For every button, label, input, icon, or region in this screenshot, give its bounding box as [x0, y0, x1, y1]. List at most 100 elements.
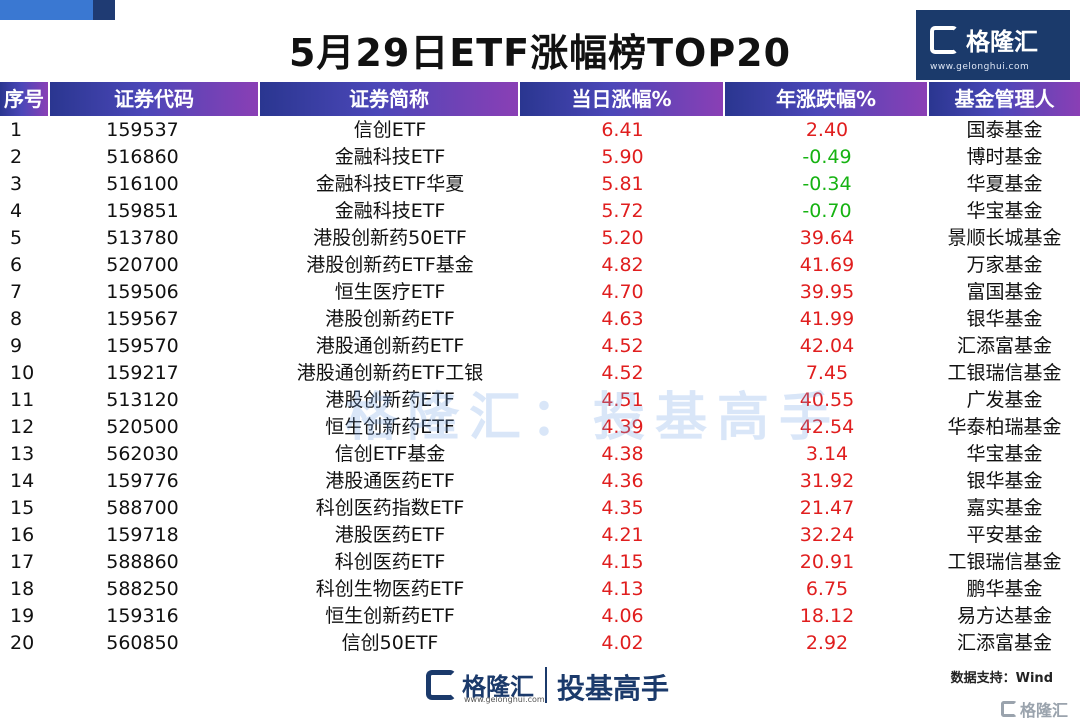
- cell-year-change: 40.55: [799, 389, 855, 411]
- cell-rank: 20: [10, 632, 35, 654]
- cell-manager: 博时基金: [966, 146, 1043, 168]
- cell-name: 港股创新药ETF: [325, 389, 455, 411]
- cell-year-change: 20.91: [799, 551, 855, 573]
- footer-logo-url: www.gelonghui.com: [464, 695, 545, 704]
- cell-day-change: 4.52: [601, 362, 644, 384]
- header-rank: 序号: [0, 82, 50, 116]
- cell-code: 159718: [106, 524, 179, 546]
- cell-rank: 11: [10, 389, 35, 411]
- table-row: 6 520700 港股创新药ETF基金 4.82 41.69 万家基金: [0, 252, 1080, 279]
- table-row: 7 159506 恒生医疗ETF 4.70 39.95 富国基金: [0, 279, 1080, 306]
- table-row: 19 159316 恒生创新药ETF 4.06 18.12 易方达基金: [0, 603, 1080, 630]
- cell-code: 159851: [106, 200, 179, 222]
- data-source: 数据支持：Wind: [950, 671, 1053, 686]
- cell-year-change: 3.14: [805, 443, 849, 465]
- cell-day-change: 4.15: [601, 551, 644, 573]
- cell-manager: 华宝基金: [966, 443, 1043, 465]
- table-row: 20 560850 信创50ETF 4.02 2.92 汇添富基金: [0, 630, 1080, 657]
- cell-year-change: 41.69: [799, 254, 855, 276]
- cell-name: 港股通医药ETF: [325, 470, 455, 492]
- cell-year-change: -0.49: [802, 146, 852, 168]
- cell-name: 港股通创新药ETF: [315, 335, 465, 357]
- cell-rank: 12: [10, 416, 35, 438]
- cell-name: 港股创新药ETF基金: [306, 254, 474, 276]
- cell-manager: 银华基金: [966, 308, 1043, 330]
- cell-year-change: 6.75: [805, 578, 849, 600]
- cell-name: 恒生医疗ETF: [334, 281, 446, 303]
- table-row: 14 159776 港股通医药ETF 4.36 31.92 银华基金: [0, 468, 1080, 495]
- table-row: 5 513780 港股创新药50ETF 5.20 39.64 景顺长城基金: [0, 225, 1080, 252]
- cell-day-change: 4.38: [601, 443, 644, 465]
- cell-name: 恒生创新药ETF: [325, 416, 455, 438]
- cell-name: 信创50ETF: [341, 632, 439, 654]
- cell-manager: 平安基金: [966, 524, 1043, 546]
- cell-rank: 8: [10, 308, 23, 330]
- footer-logo-name: 格隆汇: [462, 673, 534, 701]
- table-row: 15 588700 科创医药指数ETF 4.35 21.47 嘉实基金: [0, 495, 1080, 522]
- cell-year-change: 41.99: [799, 308, 855, 330]
- cell-day-change: 4.06: [601, 605, 644, 627]
- cell-rank: 4: [10, 200, 23, 222]
- table-row: 10 159217 港股通创新药ETF工银 4.52 7.45 工银瑞信基金: [0, 360, 1080, 387]
- brand-url: www.gelonghui.com: [930, 62, 1030, 72]
- cell-code: 159537: [106, 119, 179, 141]
- cell-rank: 3: [10, 173, 23, 195]
- cell-manager: 嘉实基金: [966, 497, 1043, 519]
- cell-year-change: 21.47: [799, 497, 855, 519]
- cell-rank: 7: [10, 281, 23, 303]
- table-row: 13 562030 信创ETF基金 4.38 3.14 华宝基金: [0, 441, 1080, 468]
- cell-code: 513780: [106, 227, 179, 249]
- table-row: 3 516100 金融科技ETF华夏 5.81 -0.34 华夏基金: [0, 171, 1080, 198]
- cell-manager: 富国基金: [966, 281, 1043, 303]
- cell-day-change: 4.52: [601, 335, 644, 357]
- cell-code: 520700: [106, 254, 179, 276]
- cell-day-change: 4.63: [601, 308, 644, 330]
- cell-name: 金融科技ETF: [334, 146, 446, 168]
- cell-manager: 银华基金: [966, 470, 1043, 492]
- cell-name: 港股医药ETF: [334, 524, 446, 546]
- table-row: 8 159567 港股创新药ETF 4.63 41.99 银华基金: [0, 306, 1080, 333]
- header-year-change: 年涨跌幅%: [725, 82, 929, 116]
- cell-code: 516860: [106, 146, 179, 168]
- cell-day-change: 4.21: [601, 524, 644, 546]
- cell-day-change: 6.41: [601, 119, 644, 141]
- cell-manager: 鹏华基金: [966, 578, 1043, 600]
- cell-year-change: 7.45: [805, 362, 849, 384]
- cell-code: 159506: [106, 281, 179, 303]
- cell-manager: 广发基金: [966, 389, 1043, 411]
- cell-code: 159776: [106, 470, 179, 492]
- header-name: 证券简称: [260, 82, 520, 116]
- table-row: 17 588860 科创医药ETF 4.15 20.91 工银瑞信基金: [0, 549, 1080, 576]
- cell-day-change: 5.81: [601, 173, 644, 195]
- cell-year-change: 39.95: [799, 281, 855, 303]
- cell-rank: 5: [10, 227, 23, 249]
- cell-name: 金融科技ETF华夏: [315, 173, 465, 195]
- cell-rank: 15: [10, 497, 35, 519]
- cell-name: 信创ETF基金: [334, 443, 446, 465]
- cell-manager: 工银瑞信基金: [947, 551, 1062, 573]
- cell-name: 港股创新药ETF: [325, 308, 455, 330]
- cell-day-change: 5.72: [601, 200, 644, 222]
- cell-year-change: 42.04: [799, 335, 855, 357]
- cell-day-change: 4.35: [601, 497, 644, 519]
- cell-rank: 6: [10, 254, 23, 276]
- brand-name: 格隆汇: [966, 28, 1038, 56]
- table-header: 序号 证券代码 证券简称 当日涨幅% 年涨跌幅% 基金管理人: [0, 82, 1080, 116]
- cell-rank: 17: [10, 551, 35, 573]
- cell-day-change: 4.39: [601, 416, 644, 438]
- cell-rank: 16: [10, 524, 35, 546]
- corner-watermark-text: 格隆汇: [1019, 701, 1068, 720]
- cell-day-change: 5.20: [601, 227, 644, 249]
- corner-accent-dark: [93, 0, 115, 20]
- footer-divider: [545, 667, 547, 703]
- cell-name: 科创医药指数ETF: [315, 497, 465, 519]
- cell-code: 520500: [106, 416, 179, 438]
- cell-year-change: 18.12: [799, 605, 855, 627]
- cell-year-change: 2.92: [805, 632, 849, 654]
- cell-manager: 华宝基金: [966, 200, 1043, 222]
- cell-year-change: 39.64: [799, 227, 855, 249]
- cell-year-change: 2.40: [805, 119, 849, 141]
- table-row: 18 588250 科创生物医药ETF 4.13 6.75 鹏华基金: [0, 576, 1080, 603]
- cell-year-change: -0.34: [802, 173, 852, 195]
- header-code: 证券代码: [50, 82, 260, 116]
